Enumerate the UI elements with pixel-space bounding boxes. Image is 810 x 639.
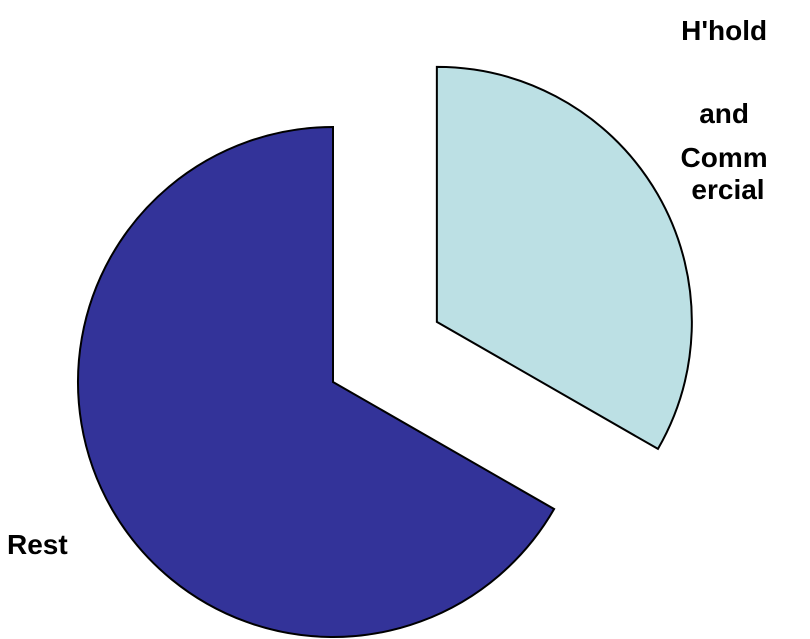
pie-slices [77, 65, 693, 638]
slice-label-hhold-line-3: Comm [681, 142, 768, 173]
slice-label-hhold-commercial: H'hold and Comm ercial [681, 15, 776, 205]
slice-label-hhold-line-1: H'hold [681, 15, 767, 46]
slice-label-rest: Rest [7, 529, 68, 560]
slice-label-rest-line-1: Rest [7, 529, 68, 560]
slice-label-hhold-line-4: ercial [691, 174, 764, 205]
pie-labels: H'hold and Comm ercial Rest [7, 15, 776, 560]
slice-label-hhold-line-2: and [699, 98, 749, 129]
pie-slice-hhold-commercial [435, 65, 693, 451]
pie-slice-rest [77, 125, 556, 638]
